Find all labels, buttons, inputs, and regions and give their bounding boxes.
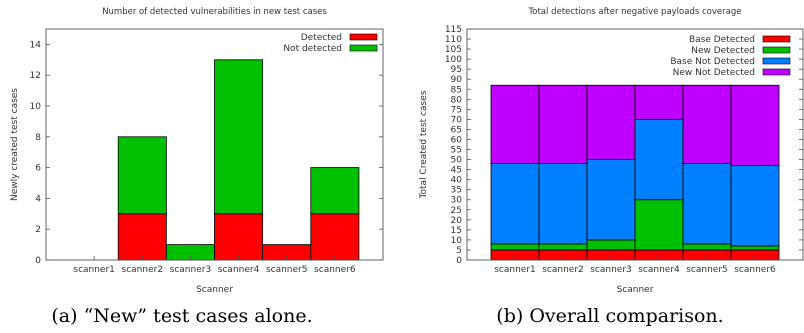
bar-segment xyxy=(634,199,684,251)
y-tick-label: 10 xyxy=(30,102,42,112)
x-tick-label: scanner1 xyxy=(73,265,115,275)
x-tick-label: scanner4 xyxy=(638,265,680,275)
bar-segment xyxy=(117,213,167,261)
chart-overall-comparison: Total detections after negative payloads… xyxy=(419,7,804,327)
y-tick-label: 30 xyxy=(451,196,463,206)
y-tick-label: 15 xyxy=(451,226,462,236)
legend-label: New Not Detected xyxy=(673,68,755,78)
x-tick-label: scanner2 xyxy=(122,265,164,275)
y-tick-label: 20 xyxy=(451,216,463,226)
legend-swatch xyxy=(762,35,791,43)
y-tick-label: 40 xyxy=(451,176,463,186)
bar-segment xyxy=(214,59,264,215)
y-tick-label: 0 xyxy=(456,256,462,266)
y-tick-label: 95 xyxy=(451,65,462,75)
x-tick-label: scanner3 xyxy=(170,265,212,275)
bar-segment xyxy=(682,163,732,245)
bar-segment xyxy=(586,159,636,241)
x-tick-label: scanner3 xyxy=(590,265,632,275)
plot-frame xyxy=(45,28,384,261)
y-tick-label: 70 xyxy=(451,115,463,125)
legend-label: Not detected xyxy=(283,44,342,54)
bar-segment xyxy=(490,243,540,251)
y-tick-label: 60 xyxy=(451,135,463,145)
bar-segment xyxy=(214,213,264,261)
legend-swatch xyxy=(349,44,378,52)
figure-caption: (b) Overall comparison. xyxy=(496,305,723,327)
bar-segment xyxy=(730,245,780,251)
bar-segment xyxy=(586,239,636,251)
y-tick-label: 115 xyxy=(445,25,462,35)
bar-segment xyxy=(490,84,540,164)
bar-segment xyxy=(730,84,780,166)
bar-segment xyxy=(310,213,360,261)
bar-segment xyxy=(634,84,684,120)
chart-new-test-cases: Number of detected vulnerabilities in ne… xyxy=(10,7,384,327)
legend-swatch xyxy=(762,46,791,54)
y-tick-label: 105 xyxy=(445,45,462,55)
y-tick-label: 85 xyxy=(451,85,462,95)
legend-label: Detected xyxy=(301,33,342,43)
bar-segment xyxy=(538,84,588,164)
y-tick-label: 75 xyxy=(451,105,462,115)
x-axis-label: Scanner xyxy=(196,285,233,295)
legend-swatch xyxy=(762,68,791,76)
bar-segment xyxy=(730,165,780,247)
x-tick-label: scanner4 xyxy=(218,265,260,275)
y-tick-label: 110 xyxy=(445,35,462,45)
y-tick-label: 35 xyxy=(451,186,462,196)
y-axis-label: Total Created test cases xyxy=(419,90,429,199)
x-tick-label: scanner6 xyxy=(734,265,776,275)
y-tick-label: 55 xyxy=(451,146,462,156)
x-tick-label: scanner5 xyxy=(266,265,308,275)
y-tick-label: 0 xyxy=(35,256,41,266)
y-tick-label: 4 xyxy=(35,194,41,204)
y-tick-label: 100 xyxy=(445,55,462,65)
y-tick-label: 2 xyxy=(35,225,41,235)
legend-swatch xyxy=(349,33,378,41)
bar-segment xyxy=(310,167,360,215)
bar-segment xyxy=(538,163,588,245)
plot-frame xyxy=(466,28,804,261)
x-axis-label: Scanner xyxy=(617,285,654,295)
y-tick-label: 90 xyxy=(451,75,463,85)
legend-label: Base Not Detected xyxy=(670,57,755,67)
legend-label: Base Detected xyxy=(689,35,755,45)
bar-segment xyxy=(490,163,540,245)
bar-segment xyxy=(586,84,636,160)
y-tick-label: 6 xyxy=(35,164,41,174)
y-tick-label: 50 xyxy=(451,156,463,166)
x-tick-label: scanner5 xyxy=(686,265,728,275)
x-tick-label: scanner1 xyxy=(494,265,536,275)
y-tick-label: 65 xyxy=(451,125,462,135)
y-tick-label: 12 xyxy=(30,71,41,81)
legend-label: New Detected xyxy=(691,46,755,56)
legend-swatch xyxy=(762,57,791,65)
bar-segment xyxy=(682,243,732,251)
y-tick-label: 5 xyxy=(456,246,462,256)
bar-segment xyxy=(538,243,588,251)
bar-segment xyxy=(634,118,684,201)
chart-title: Number of detected vulnerabilities in ne… xyxy=(102,7,327,17)
chart-title: Total detections after negative payloads… xyxy=(528,7,742,17)
bar-segment xyxy=(117,136,167,215)
y-tick-label: 25 xyxy=(451,206,462,216)
y-tick-label: 14 xyxy=(30,40,42,50)
y-tick-label: 10 xyxy=(451,236,463,246)
y-tick-label: 80 xyxy=(451,95,463,105)
y-tick-label: 8 xyxy=(35,133,41,143)
y-tick-label: 45 xyxy=(451,166,462,176)
figure-caption: (a) “New” test cases alone. xyxy=(51,305,312,327)
x-tick-label: scanner2 xyxy=(542,265,584,275)
y-axis-label: Newly created test cases xyxy=(10,88,20,201)
bar-segment xyxy=(682,84,732,164)
x-tick-label: scanner6 xyxy=(314,265,356,275)
